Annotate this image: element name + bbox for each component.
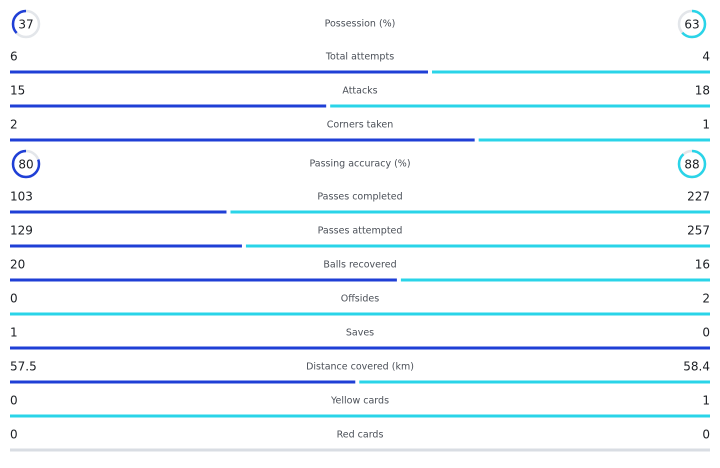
home-bar bbox=[10, 380, 356, 384]
stat-label: Attacks bbox=[342, 86, 377, 97]
stat-label: Saves bbox=[346, 328, 374, 339]
home-bar bbox=[10, 346, 710, 350]
stat-label: Passes attempted bbox=[318, 226, 403, 237]
away-bar bbox=[245, 244, 711, 248]
away-bar bbox=[230, 210, 710, 214]
home-value: 20 bbox=[10, 258, 25, 272]
away-bar bbox=[400, 278, 710, 282]
ring-arc bbox=[11, 149, 41, 179]
away-bar bbox=[330, 104, 710, 108]
away-value: 4 bbox=[702, 50, 710, 64]
stat-label: Corners taken bbox=[327, 120, 394, 131]
home-bar bbox=[10, 448, 360, 452]
away-bar bbox=[10, 414, 710, 418]
stat-label: Passes completed bbox=[317, 192, 402, 203]
ring-value: 63 bbox=[684, 18, 699, 32]
home-bar bbox=[10, 70, 428, 74]
ring-value: 80 bbox=[18, 158, 33, 172]
home-value: 129 bbox=[10, 224, 33, 238]
home-value: 1 bbox=[10, 326, 18, 340]
stat-label: Yellow cards bbox=[330, 396, 389, 407]
home-value: 103 bbox=[10, 190, 33, 204]
stat-label: Balls recovered bbox=[323, 260, 396, 271]
ring-value: 37 bbox=[18, 18, 33, 32]
home-bar bbox=[10, 138, 475, 142]
away-bar bbox=[359, 380, 710, 384]
stat-label: Possession (%) bbox=[325, 19, 396, 30]
home-bar bbox=[10, 104, 327, 108]
home-bar bbox=[10, 244, 242, 248]
home-bar bbox=[10, 210, 227, 214]
stat-label: Red cards bbox=[337, 430, 384, 441]
away-bar bbox=[10, 312, 710, 316]
away-value: 257 bbox=[687, 224, 710, 238]
away-value: 18 bbox=[695, 84, 710, 98]
stat-label: Offsides bbox=[341, 294, 379, 305]
ring-arc bbox=[677, 9, 707, 39]
home-bar bbox=[10, 278, 397, 282]
away-value: 0 bbox=[702, 428, 710, 442]
stat-label: Distance covered (km) bbox=[306, 362, 414, 373]
home-value: 0 bbox=[10, 292, 18, 306]
away-bar bbox=[478, 138, 710, 142]
home-value: 0 bbox=[10, 394, 18, 408]
home-value: 0 bbox=[10, 428, 18, 442]
ring-arc bbox=[11, 9, 41, 39]
away-value: 2 bbox=[702, 292, 710, 306]
away-value: 58.4 bbox=[683, 360, 710, 374]
stat-label: Total attempts bbox=[325, 52, 394, 63]
ring-arc bbox=[677, 149, 707, 179]
away-value: 1 bbox=[702, 118, 710, 132]
away-bar bbox=[360, 448, 710, 452]
home-value: 6 bbox=[10, 50, 18, 64]
stat-label: Passing accuracy (%) bbox=[309, 159, 410, 170]
away-value: 0 bbox=[702, 326, 710, 340]
home-value: 2 bbox=[10, 118, 18, 132]
home-value: 57.5 bbox=[10, 360, 37, 374]
away-bar bbox=[432, 70, 710, 74]
ring-value: 88 bbox=[684, 158, 699, 172]
away-value: 1 bbox=[702, 394, 710, 408]
away-value: 16 bbox=[695, 258, 710, 272]
away-value: 227 bbox=[687, 190, 710, 204]
home-value: 15 bbox=[10, 84, 25, 98]
